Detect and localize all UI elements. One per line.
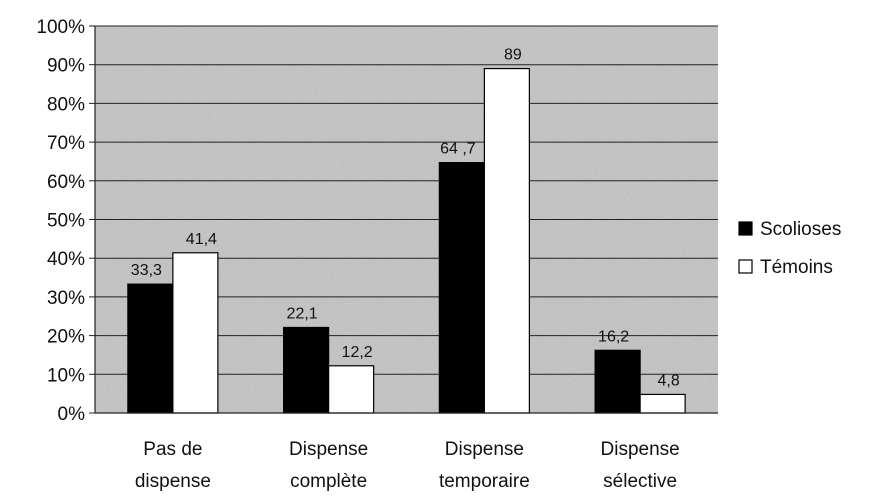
bar-temoins [483,67,530,414]
y-tick-label: 20% [47,327,85,348]
data-label: 12,2 [342,344,373,361]
data-label: 16,2 [598,328,629,345]
data-label: 64 ,7 [440,141,476,158]
x-category-label: temporaire [439,471,530,492]
bar-temoins [172,252,219,414]
x-category-label: complète [290,471,367,492]
y-tick-label: 50% [47,211,85,232]
data-label: 33,3 [131,262,162,279]
bars [127,67,686,414]
axes: 0% 10% 20% 30% 40% 50% 60% 70% 80% 90% 100% Pas de d… [36,17,718,492]
y-tick-label: 10% [47,365,85,386]
x-category-label: Dispense [601,439,680,460]
y-tick-label: 90% [47,56,85,77]
x-category-label: Dispense [289,439,368,460]
y-tick-label: 0% [58,404,86,425]
legend-label: Témoins [760,257,833,278]
legend: Scolioses Témoins [738,219,841,278]
y-tick-label: 80% [47,94,85,115]
legend-swatch [738,221,753,236]
x-category-label: sélective [603,471,677,492]
bar-temoins [639,393,686,414]
data-label: 4,8 [658,372,680,389]
data-label: 89 [504,47,522,64]
bar-scolioses [438,162,485,414]
y-tick-label: 40% [47,249,85,270]
bar-scolioses [127,283,174,414]
x-category-label: dispense [135,471,211,492]
x-category-label: Dispense [445,439,524,460]
bar-scolioses [594,349,641,414]
y-tick-label: 100% [36,17,85,38]
data-labels: 33,3 41,4 22,1 12,2 64 ,7 89 16,2 4,8 [131,47,680,390]
y-tick-label: 60% [47,172,85,193]
y-tick-label: 70% [47,133,85,154]
data-label: 22,1 [287,305,318,322]
y-tick-label: 30% [47,288,85,309]
data-label: 41,4 [186,231,217,248]
legend-label: Scolioses [760,219,841,240]
bar-scolioses [283,326,330,414]
gridlines [95,25,718,375]
bar-temoins [328,365,375,414]
x-category-label: Pas de [143,439,202,460]
legend-swatch [738,259,753,274]
